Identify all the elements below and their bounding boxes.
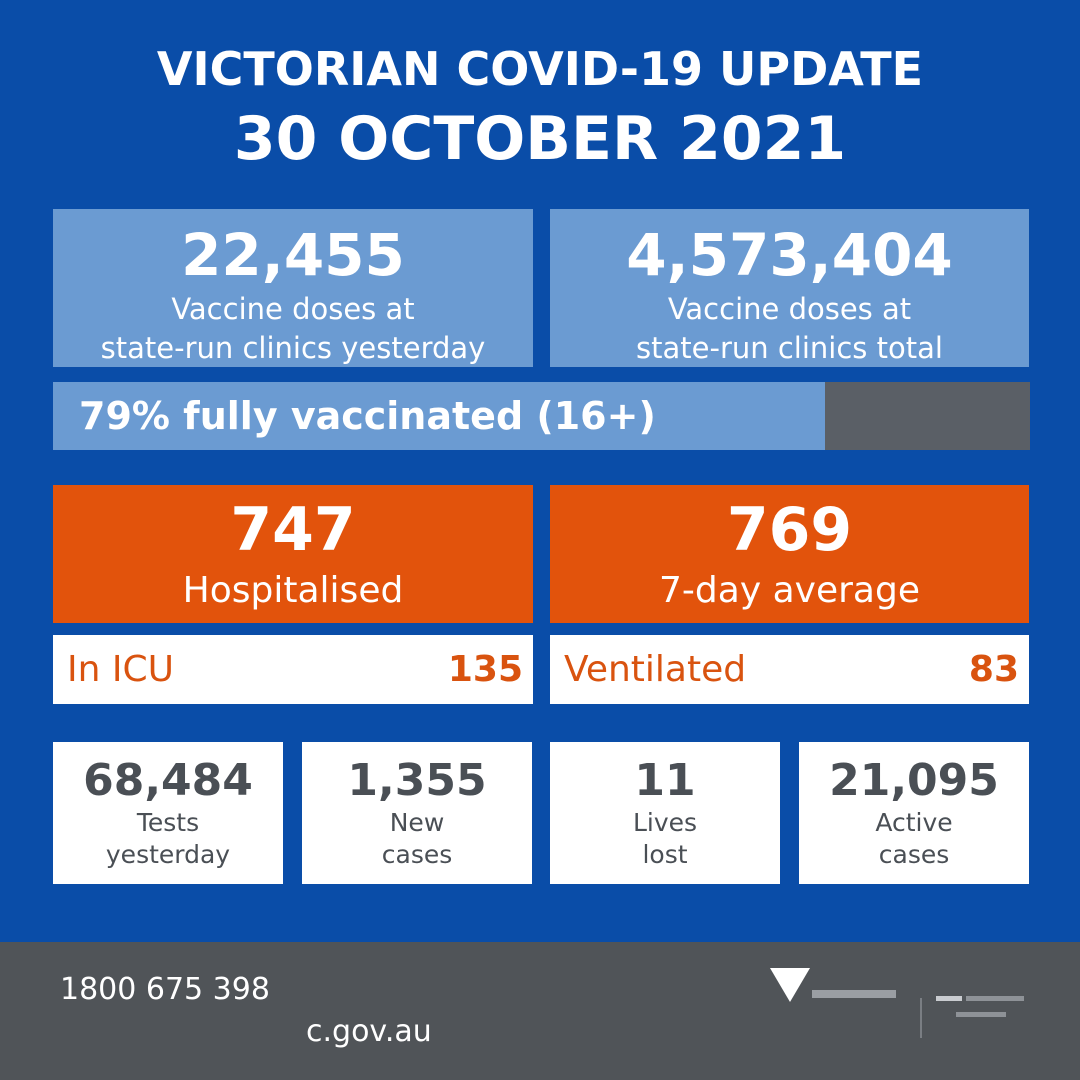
active-cases-card: 21,095 Active cases <box>799 742 1029 884</box>
lives-lost-card: 11 Lives lost <box>550 742 780 884</box>
website-link[interactable]: c.gov.au <box>306 1014 432 1049</box>
new-cases-label-2: cases <box>381 840 453 869</box>
vaccine-doses-yesterday-card: 22,455 Vaccine doses at state-run clinic… <box>53 209 533 367</box>
icu-value: 135 <box>447 649 523 690</box>
ventilated-label: Ventilated <box>564 649 747 690</box>
tests-yesterday-label-1: Tests <box>136 808 200 837</box>
vaccine-doses-total-value: 4,573,404 <box>626 221 953 289</box>
victoria-state-logo-icon <box>770 968 900 1012</box>
vaccine-doses-total-label-1: Vaccine doses at <box>667 292 912 326</box>
ventilated-row: Ventilated 83 <box>550 635 1029 704</box>
seven-day-average-card: 769 7-day average <box>550 485 1029 623</box>
department-of-health-logo-icon <box>936 992 1028 1032</box>
tests-yesterday-card: 68,484 Tests yesterday <box>53 742 283 884</box>
page-title: VICTORIAN COVID-19 UPDATE <box>156 42 924 96</box>
vaccine-doses-yesterday-value: 22,455 <box>181 221 405 289</box>
tests-yesterday-value: 68,484 <box>83 755 253 806</box>
fully-vaccinated-progress-bar: 79% fully vaccinated (16+) <box>53 382 1030 450</box>
new-cases-label-1: New <box>389 808 445 837</box>
vaccine-doses-total-card: 4,573,404 Vaccine doses at state-run cli… <box>550 209 1029 367</box>
hospitalised-value: 747 <box>230 495 356 565</box>
seven-day-average-label: 7-day average <box>659 570 920 611</box>
hospitalised-label: Hospitalised <box>182 570 404 611</box>
new-cases-value: 1,355 <box>347 755 487 806</box>
seven-day-average-value: 769 <box>726 495 853 565</box>
phone-number[interactable]: 1800 675 398 <box>60 972 270 1007</box>
active-cases-label-2: cases <box>878 840 950 869</box>
logo-divider <box>920 998 922 1038</box>
active-cases-label-1: Active <box>875 808 953 837</box>
hospitalised-card: 747 Hospitalised <box>53 485 533 623</box>
footer: 1800 675 398 c.gov.au <box>0 942 1080 1080</box>
fully-vaccinated-label: 79% fully vaccinated (16+) <box>79 394 656 438</box>
new-cases-card: 1,355 New cases <box>302 742 532 884</box>
vaccine-doses-yesterday-label-2: state-run clinics yesterday <box>100 331 486 365</box>
ventilated-value: 83 <box>968 649 1019 690</box>
lives-lost-label-2: lost <box>642 840 688 869</box>
lives-lost-label-1: Lives <box>632 808 698 837</box>
vaccine-doses-total-label-2: state-run clinics total <box>636 331 943 365</box>
icu-row: In ICU 135 <box>53 635 533 704</box>
icu-label: In ICU <box>67 649 174 690</box>
fully-vaccinated-progress-fill <box>53 382 825 450</box>
lives-lost-value: 11 <box>634 755 696 806</box>
tests-yesterday-label-2: yesterday <box>105 840 231 869</box>
vaccine-doses-yesterday-label-1: Vaccine doses at <box>171 292 415 326</box>
page-date: 30 OCTOBER 2021 <box>233 104 847 174</box>
active-cases-value: 21,095 <box>829 755 999 806</box>
